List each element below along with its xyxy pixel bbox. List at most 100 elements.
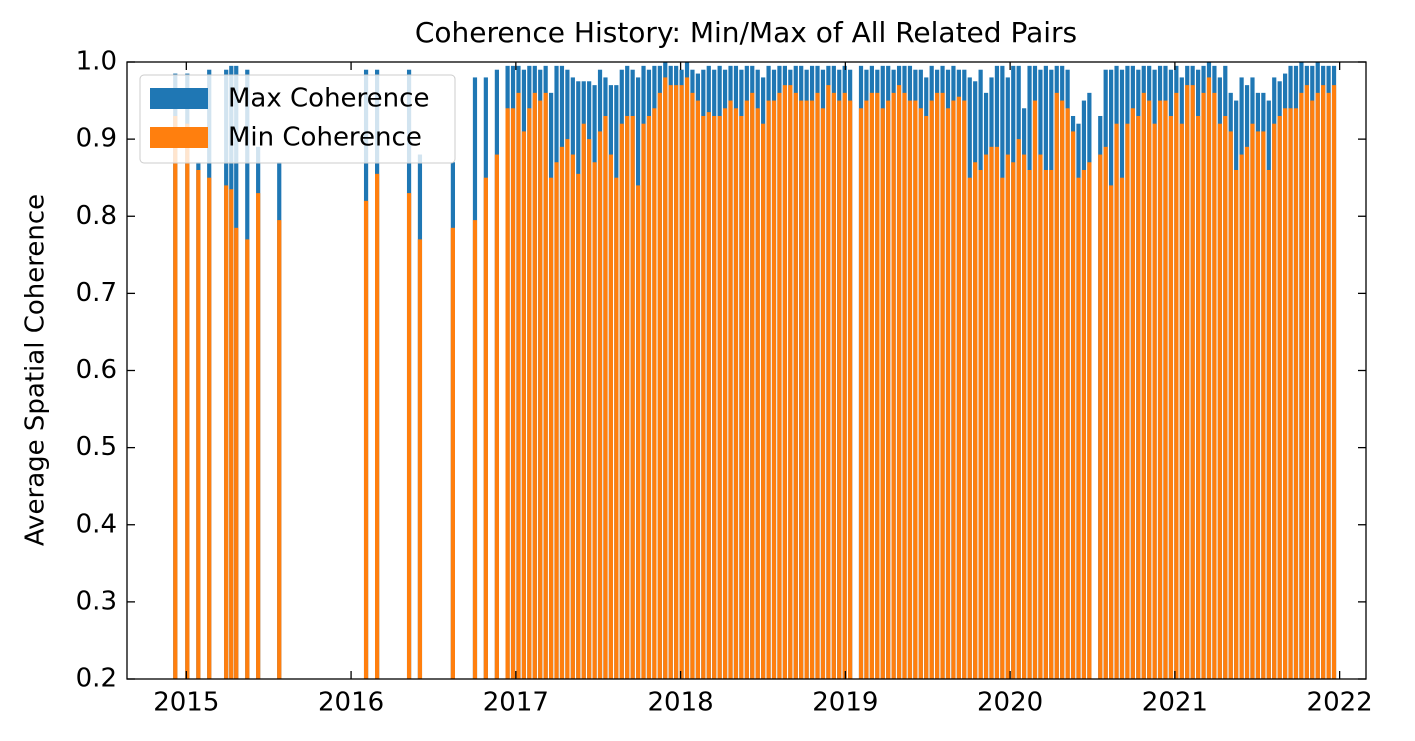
bar [706,112,711,680]
bar [173,115,178,680]
x-tick-label: 2018 [648,688,714,718]
legend-label: Min Coherence [228,123,422,153]
bar [880,108,885,679]
bar [771,100,777,679]
bar [1130,108,1135,679]
bar [1321,85,1326,679]
bar [1098,154,1103,680]
bar [224,185,229,679]
bar [1244,146,1250,679]
bar [1065,108,1070,679]
bar [229,189,234,679]
bar [1000,177,1005,679]
bar [674,85,679,679]
bar [516,92,521,680]
bar [1136,115,1141,680]
y-tick-label: 0.2 [76,664,117,694]
bar [1196,115,1201,680]
bar [848,100,853,679]
bar [548,177,554,679]
bar [652,108,657,679]
bar [951,100,956,679]
legend-label: Max Coherence [228,84,429,114]
bar [722,108,728,679]
bar [875,92,880,680]
bar [483,177,488,679]
bar [450,227,455,679]
x-tick-label: 2017 [483,688,549,718]
bar [1049,169,1054,679]
bar [690,92,695,680]
bar [1212,92,1217,680]
bar [635,185,641,679]
bar [1032,100,1038,679]
bar [1223,115,1228,680]
bar [570,154,575,680]
bar [831,92,836,680]
bar [363,200,369,679]
bar [521,131,527,680]
bar [1206,77,1212,680]
bar [510,108,516,679]
bar [918,108,923,679]
bar [793,92,798,680]
bar [1016,139,1021,679]
bar [1293,108,1299,679]
bar [712,115,717,680]
bar [1054,92,1059,680]
bar [1081,169,1087,679]
bar [858,108,864,679]
bar [820,108,826,679]
bar [842,92,847,680]
bar [1283,108,1288,679]
bar [1043,169,1048,679]
bar [967,177,972,679]
bar [1168,115,1174,680]
bars [173,62,1337,680]
bar [804,100,809,679]
bar [1005,154,1010,680]
bar [406,193,412,680]
bar [1147,100,1152,679]
bar [277,220,282,679]
legend: Max Coherence Min Coherence [139,74,456,164]
bar [1288,108,1293,679]
bar [973,162,978,679]
bar [989,146,994,679]
bar [587,139,592,679]
x-tick-label: 2019 [812,688,878,718]
bar [739,115,744,680]
bar [733,108,739,679]
bar [777,92,782,680]
bar [532,92,537,680]
bar [630,115,635,680]
bar [1174,92,1179,680]
bar [207,177,212,679]
legend-swatch [150,127,208,148]
bar [1027,169,1032,679]
bar [750,92,755,680]
bar [597,131,603,680]
bar [695,100,700,679]
bar [1266,169,1271,679]
bar [1060,100,1065,679]
bar [245,239,250,679]
bar [657,92,662,680]
legend-box [139,74,456,164]
bar [608,154,614,680]
bar [527,108,532,679]
y-tick-label: 0.4 [76,509,117,539]
bar [766,100,771,679]
bar [1190,85,1195,679]
bar [962,100,967,679]
bar [1331,85,1337,679]
x-tick-label: 2016 [318,688,384,718]
x-tick-label: 2022 [1307,688,1373,718]
bar [788,85,793,679]
bar [1114,123,1119,679]
bar [826,85,831,679]
bar [505,108,510,679]
bar [913,100,918,679]
bar [924,115,929,680]
bar [565,139,570,679]
